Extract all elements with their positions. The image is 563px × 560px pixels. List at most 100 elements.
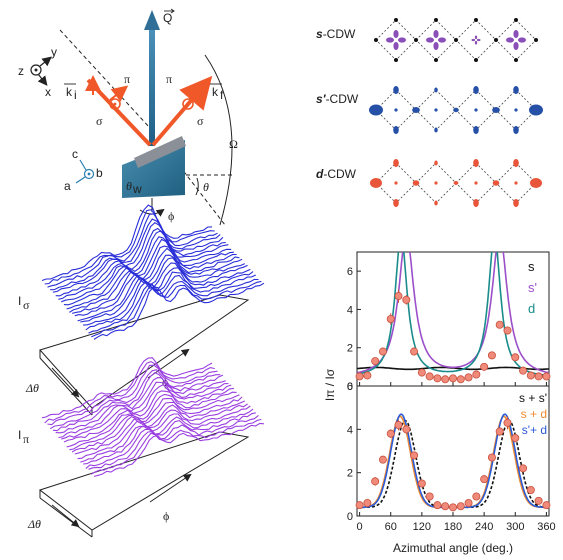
waterfall-trace — [55, 377, 226, 434]
cdw-d-lattice — [370, 159, 542, 207]
crystal-axes: c b a — [64, 147, 103, 193]
lattice-site — [394, 18, 398, 22]
waterfall-trace — [52, 371, 224, 432]
waterfall-trace — [47, 364, 218, 426]
waterfall-trace — [52, 222, 224, 293]
lattice-site — [494, 38, 498, 42]
scattered-beam — [151, 75, 213, 147]
lattice-site — [434, 58, 438, 62]
y-tick-label: 4 — [347, 304, 353, 316]
data-point — [472, 492, 481, 501]
legend-entry: s'+ d — [522, 423, 547, 437]
sample-block: θ w ϕ — [122, 136, 186, 223]
waterfall-trace — [66, 245, 237, 310]
data-point — [355, 372, 364, 381]
waterfall-trace — [58, 381, 229, 439]
cdw-lobe — [393, 86, 399, 94]
cdw-lobe — [393, 199, 399, 207]
data-point — [378, 455, 387, 464]
i-sigma-sub: σ — [23, 298, 30, 312]
data-point — [519, 366, 528, 375]
cdw-lobe — [433, 30, 439, 38]
waterfall-panel: I σ I π Δθ ϕ Δθ ϕ — [18, 204, 265, 538]
data-point — [433, 501, 442, 510]
omega-arc — [204, 54, 233, 226]
y-tick-label: 0 — [347, 381, 353, 393]
series-line — [357, 419, 549, 509]
cdw-s-prime-lattice — [369, 86, 543, 134]
data-point — [363, 371, 372, 380]
cdw-lobe — [434, 200, 438, 206]
waterfall-trace — [71, 396, 243, 453]
x-tick-label: 240 — [475, 521, 493, 533]
waterfall-trace — [74, 400, 246, 455]
data-point — [394, 420, 403, 429]
incident-beam — [86, 78, 152, 147]
data-point — [487, 351, 496, 360]
chart-top-frame — [356, 251, 550, 387]
cdw-lobe — [473, 159, 479, 167]
cdw-lobe — [471, 38, 476, 42]
waterfall-trace — [44, 360, 215, 424]
data-point — [464, 373, 473, 382]
waterfall-trace — [49, 369, 221, 430]
y-tick-label: 2 — [347, 343, 353, 355]
data-point — [495, 320, 504, 329]
pi-dtheta-label: Δθ — [27, 517, 41, 531]
waterfall-trace — [83, 271, 254, 326]
waterfall-trace — [80, 267, 251, 323]
lattice-site — [514, 58, 518, 62]
axis-c-label: c — [72, 147, 78, 161]
incident-sigma-marker — [109, 98, 121, 110]
cdw-lobe — [473, 86, 479, 94]
waterfall-trace — [47, 213, 218, 288]
cdw-center — [394, 108, 398, 112]
waterfall-trace — [88, 278, 259, 334]
cdw-lobe — [434, 127, 438, 133]
lattice-site — [414, 38, 418, 42]
x-axis-label: Azimuthal angle (deg.) — [393, 541, 513, 555]
cdw-lobe — [393, 30, 399, 38]
cdw-lobe — [453, 181, 459, 185]
chart-top-plot: 0 2 4 6 — [347, 252, 551, 393]
cdw-lobe — [412, 106, 420, 114]
data-point — [472, 370, 481, 379]
waterfall-trace — [93, 422, 265, 477]
data-point — [542, 372, 551, 381]
lattice-diamond — [455, 19, 497, 61]
ki-sub-label: i — [74, 88, 77, 102]
lattice-site — [374, 38, 378, 42]
cdw-lobe — [393, 126, 399, 134]
axis-z-label: z — [18, 64, 24, 78]
cdw-lobe — [492, 106, 500, 114]
waterfall-trace — [77, 262, 248, 322]
ki-label: k — [66, 85, 73, 99]
data-point — [448, 374, 457, 383]
x-tick-label: 180 — [444, 521, 462, 533]
theta-w-sub: w — [132, 182, 142, 196]
waterfall-trace — [55, 227, 226, 297]
cdw-lobe — [513, 30, 519, 38]
data-point — [371, 477, 380, 486]
cdw-lobe — [513, 86, 519, 94]
pi-dtheta-arrow — [51, 504, 80, 528]
cdw-center — [514, 108, 518, 112]
axis-b-label: b — [96, 166, 103, 180]
q-label: Q — [163, 11, 172, 25]
sigma-waterfall-traces — [41, 204, 265, 340]
x-tick-label: 300 — [506, 521, 524, 533]
cdw-lobe — [529, 104, 543, 116]
cdw-lobe — [513, 159, 519, 167]
lattice-diamond — [375, 19, 417, 61]
data-point — [456, 375, 465, 384]
cdw-lobe — [393, 42, 399, 50]
data-point — [363, 498, 372, 507]
waterfall-trace — [80, 405, 251, 463]
incident-dashed-line — [59, 29, 151, 129]
scattered-sigma-label: σ — [197, 114, 204, 128]
waterfall-trace — [85, 412, 256, 470]
data-point — [519, 464, 528, 473]
cdw-center — [474, 181, 478, 185]
sigma-dtheta-arrow — [51, 367, 80, 398]
i-sigma-label: I — [18, 294, 21, 308]
